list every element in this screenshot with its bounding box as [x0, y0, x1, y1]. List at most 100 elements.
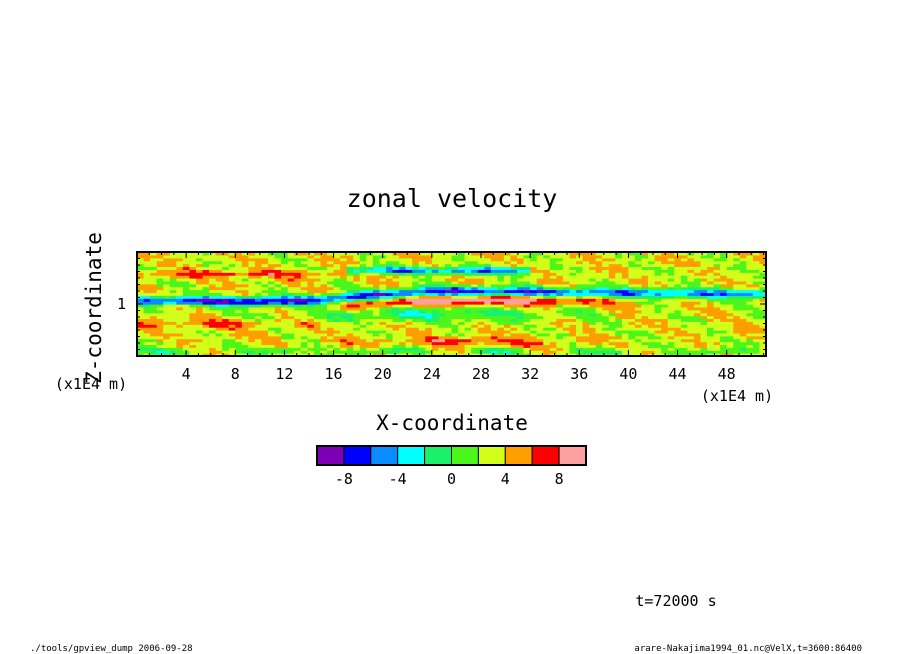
field-cell: [739, 306, 747, 311]
field-cell: [752, 298, 761, 302]
field-cell: [752, 266, 761, 270]
field-cell: [648, 280, 656, 285]
field-cell: [392, 330, 400, 334]
field-cell: [628, 344, 636, 348]
field-cell: [497, 330, 505, 334]
field-cell: [536, 275, 544, 279]
field-cell: [641, 306, 649, 311]
field-cell: [477, 344, 485, 348]
field-cell: [248, 350, 256, 354]
field-cell: [150, 347, 158, 351]
field-cell: [327, 306, 335, 311]
field-cell: [549, 295, 557, 299]
field-cell: [661, 283, 669, 288]
field-cell: [595, 286, 603, 291]
field-cell: [575, 280, 584, 285]
field-cell: [582, 353, 590, 357]
field-cell: [333, 298, 341, 302]
field-cell: [254, 306, 263, 311]
field-cell: [333, 286, 341, 291]
field-cell: [484, 295, 492, 299]
field-cell: [733, 298, 741, 302]
field-cell: [556, 315, 564, 320]
field-cell: [517, 260, 525, 265]
field-cell: [444, 353, 453, 357]
field-cell: [150, 266, 158, 270]
field-cell: [661, 327, 669, 331]
field-cell: [582, 289, 590, 294]
field-cell: [366, 301, 374, 305]
field-cell: [726, 338, 734, 343]
field-cell: [700, 321, 708, 325]
field-cell: [418, 304, 426, 308]
field-cell: [392, 266, 400, 270]
field-cell: [399, 278, 407, 282]
field-cell: [556, 330, 564, 334]
field-cell: [562, 298, 571, 302]
field-cell: [477, 301, 485, 305]
field-cell: [582, 278, 590, 282]
field-cell: [608, 266, 616, 270]
field-cell: [307, 309, 315, 314]
field-cell: [241, 315, 249, 320]
field-cell: [169, 286, 177, 291]
field-cell: [746, 278, 754, 282]
velocity-field: [137, 252, 767, 357]
field-cell: [458, 298, 466, 302]
field-cell: [733, 344, 741, 348]
field-cell: [595, 278, 603, 282]
field-cell: [235, 344, 243, 348]
field-cell: [346, 309, 354, 314]
field-cell: [471, 269, 479, 273]
field-cell: [176, 330, 184, 334]
field-cell: [313, 289, 322, 294]
field-cell: [556, 344, 564, 348]
field-cell: [720, 312, 728, 317]
field-cell: [680, 341, 688, 346]
field-cell: [569, 332, 577, 337]
field-cell: [169, 350, 177, 354]
field-cell: [209, 289, 217, 294]
field-cell: [458, 260, 466, 265]
field-cell: [235, 254, 243, 259]
field-cell: [752, 263, 761, 268]
field-cell: [497, 350, 505, 354]
field-cell: [713, 350, 721, 354]
field-cell: [615, 263, 623, 268]
field-cell: [405, 344, 413, 348]
field-cell: [503, 341, 512, 346]
field-cell: [241, 301, 249, 305]
field-cell: [268, 335, 276, 340]
field-cell: [313, 292, 322, 296]
field-cell: [503, 254, 512, 259]
field-cell: [523, 298, 531, 302]
field-cell: [137, 335, 145, 340]
field-cell: [549, 252, 557, 256]
field-cell: [562, 344, 571, 348]
field-cell: [228, 306, 236, 311]
field-cell: [648, 286, 656, 291]
field-cell: [674, 344, 682, 348]
field-cell: [628, 269, 636, 273]
field-cell: [392, 280, 400, 285]
field-cell: [425, 321, 433, 325]
field-cell: [215, 275, 223, 279]
field-cell: [235, 324, 243, 328]
field-cell: [517, 257, 525, 262]
field-cell: [471, 260, 479, 265]
field-cell: [241, 292, 249, 296]
field-cell: [503, 278, 512, 282]
field-cell: [458, 335, 466, 340]
field-cell: [693, 298, 702, 302]
field-cell: [202, 260, 210, 265]
field-cell: [582, 283, 590, 288]
field-cell: [510, 304, 518, 308]
field-cell: [346, 298, 354, 302]
field-cell: [241, 344, 249, 348]
field-cell: [680, 312, 688, 317]
field-cell: [268, 324, 276, 328]
field-cell: [313, 286, 322, 291]
field-cell: [549, 286, 557, 291]
field-cell: [222, 304, 230, 308]
field-cell: [150, 252, 158, 256]
